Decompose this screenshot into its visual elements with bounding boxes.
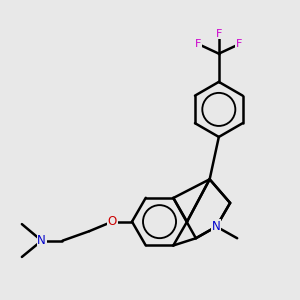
Text: F: F xyxy=(195,39,202,49)
Text: O: O xyxy=(108,215,117,228)
Text: F: F xyxy=(236,39,242,49)
Text: N: N xyxy=(37,234,46,247)
Text: F: F xyxy=(216,28,222,38)
Text: N: N xyxy=(212,220,221,233)
